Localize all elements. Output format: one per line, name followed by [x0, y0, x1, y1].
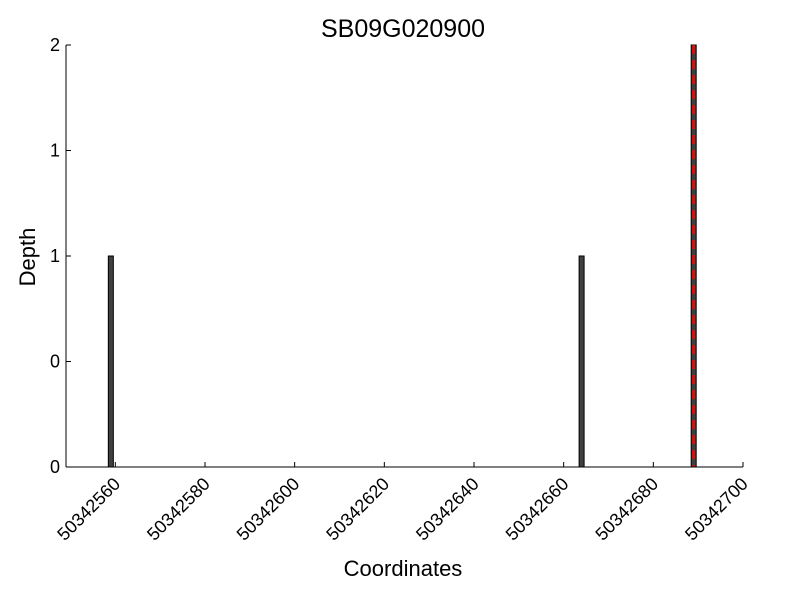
y-tick-label: 1	[50, 141, 60, 161]
y-axis-label: Depth	[15, 228, 40, 287]
x-tick-label: 50342560	[53, 474, 124, 545]
x-tick-label: 50342680	[591, 474, 662, 545]
plot-area: 0 0 1 1 2 50342560 50342580 50342600 50342620 503…	[50, 35, 752, 544]
y-tick-label: 2	[50, 35, 60, 55]
x-tick-label: 50342580	[143, 474, 214, 545]
y-tick-label: 0	[50, 352, 60, 372]
chart-title: SB09G020900	[321, 15, 485, 43]
x-tick-label: 50342700	[681, 474, 752, 545]
x-tick-label: 50342660	[502, 474, 573, 545]
y-tick-label: 1	[50, 246, 60, 266]
bar-2	[578, 255, 585, 468]
x-tick-label: 50342600	[233, 474, 304, 545]
x-tick-label: 50342640	[412, 474, 483, 545]
x-tick-label: 50342620	[322, 474, 393, 545]
x-axis-label: Coordinates	[344, 556, 463, 581]
bar-1	[107, 255, 114, 468]
y-tick-label: 0	[50, 457, 60, 477]
